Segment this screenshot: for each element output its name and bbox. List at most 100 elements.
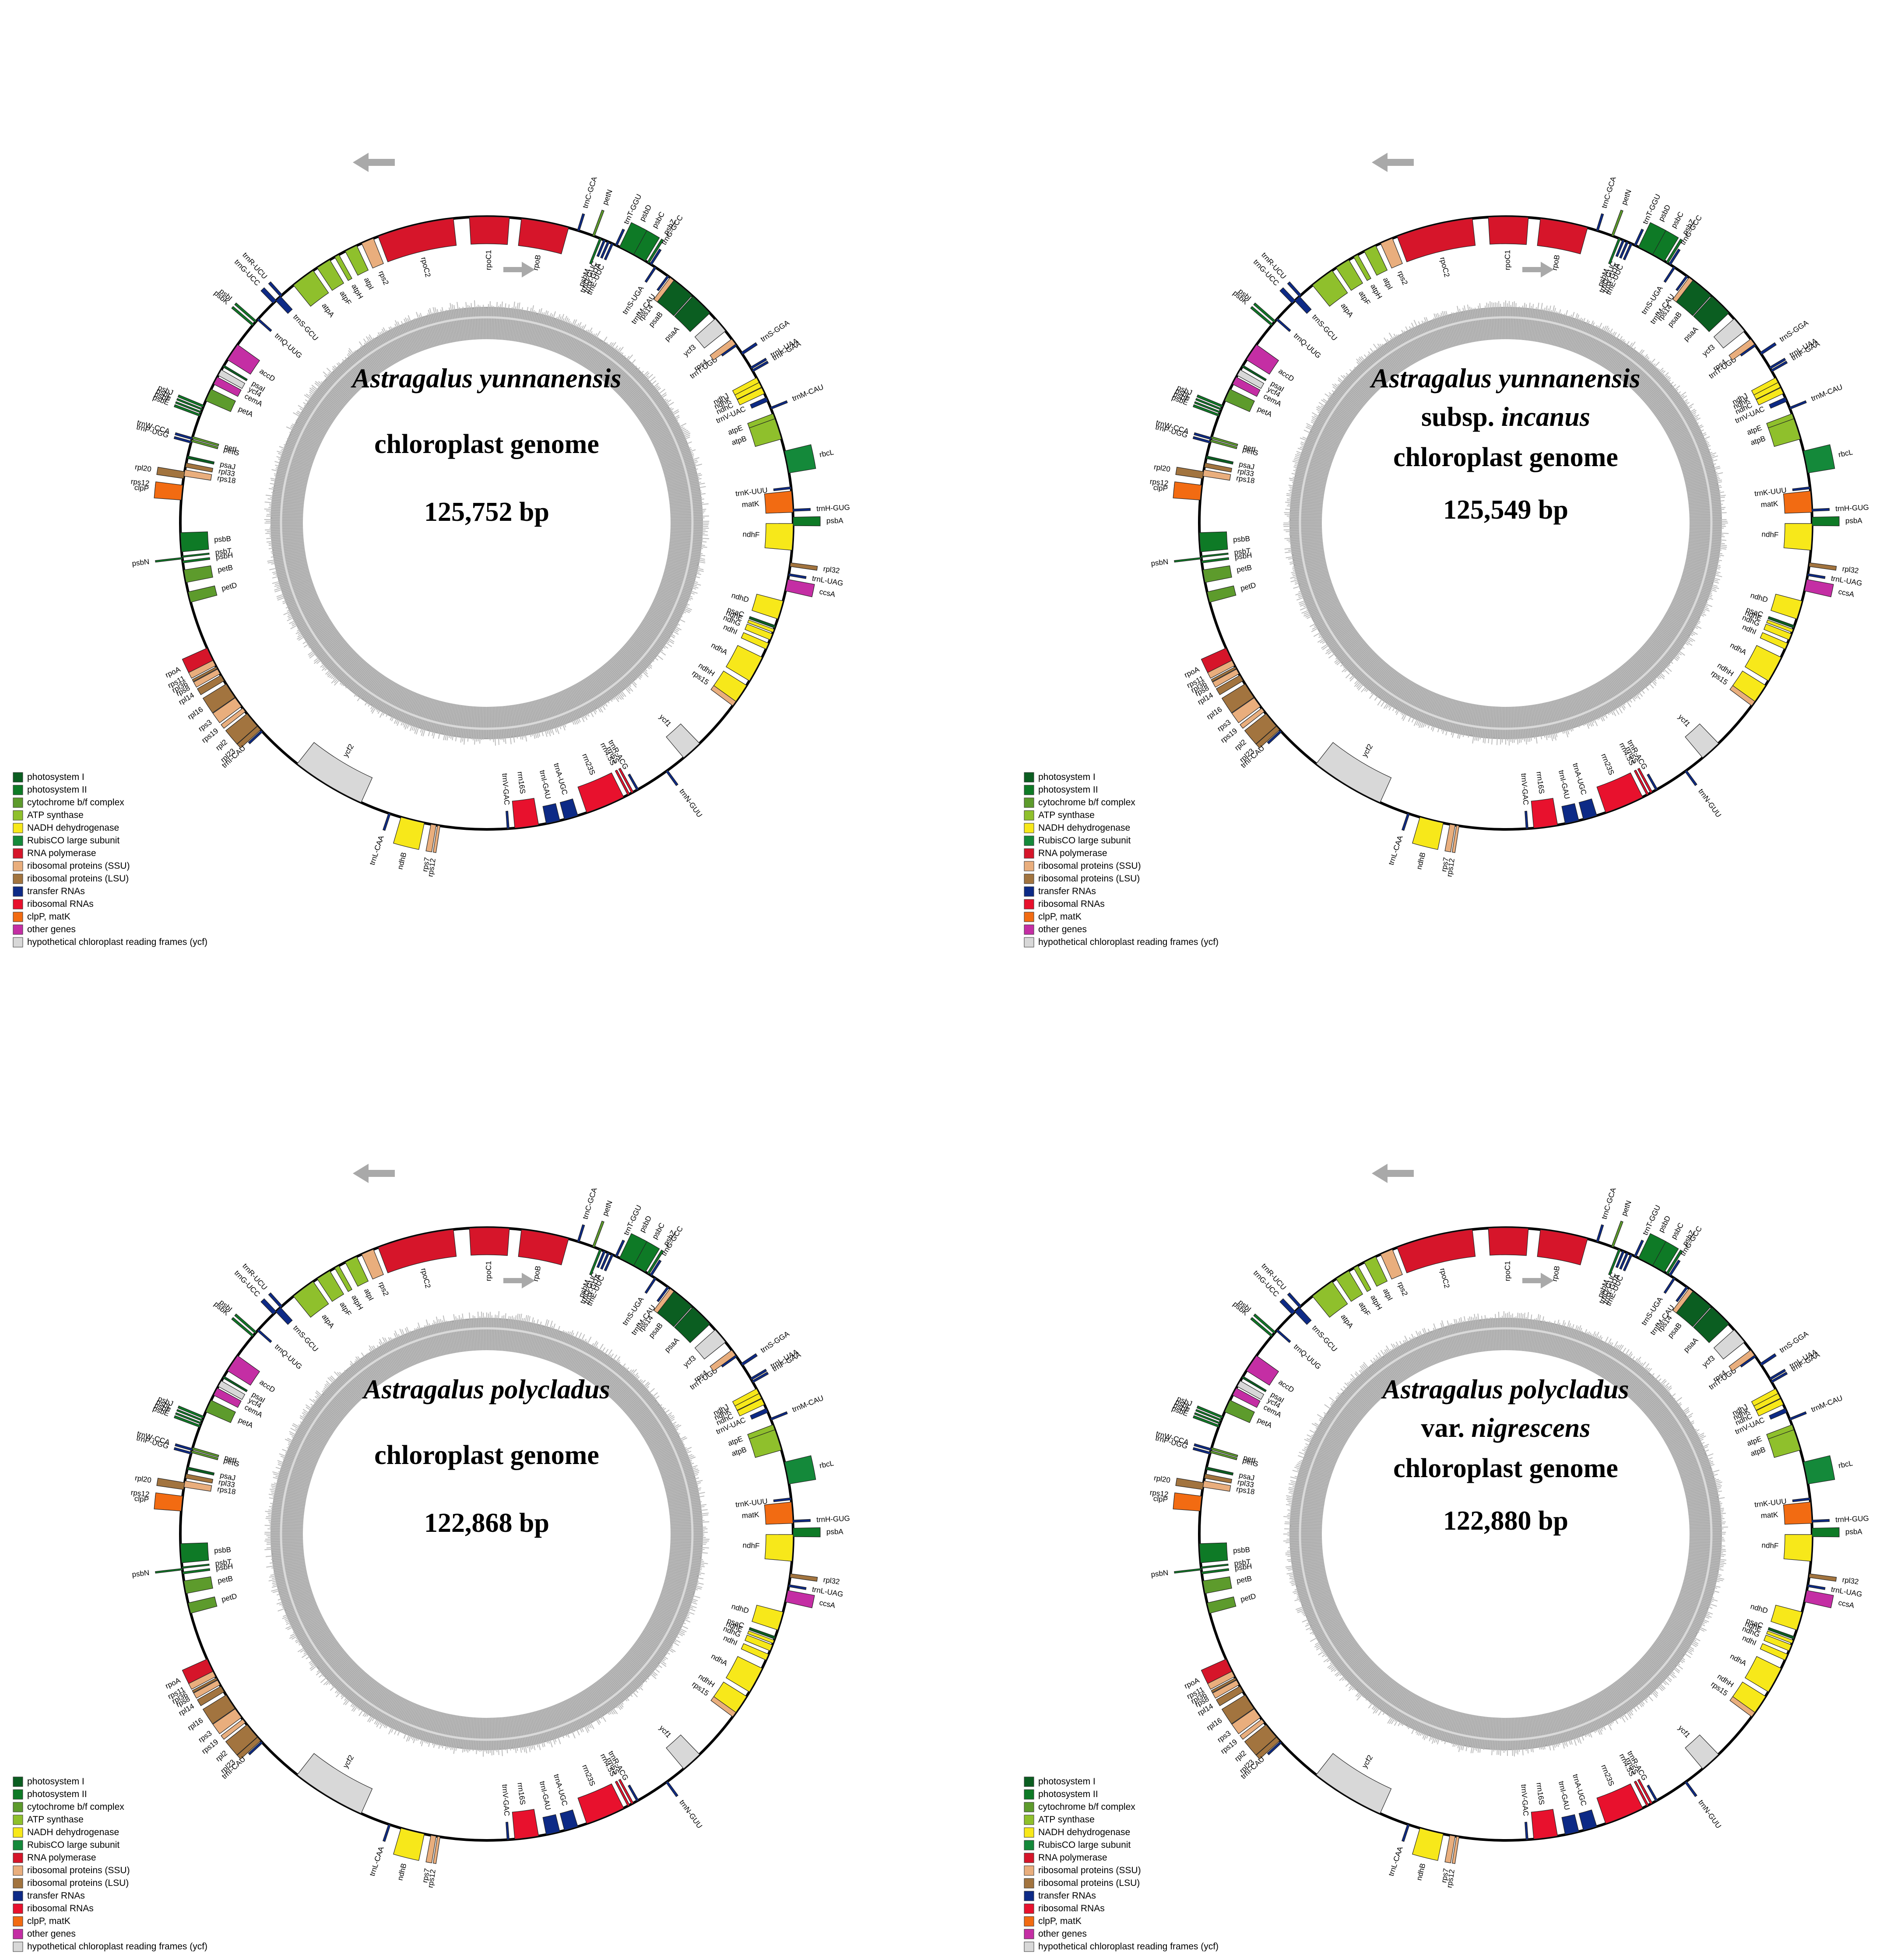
legend-label-lsu: ribosomal proteins (LSU) <box>27 874 129 884</box>
rank-prefix: subsp. <box>1421 402 1494 432</box>
gene-label-rpoc1: rpoC1 <box>485 250 493 270</box>
gene-label-atpi: atpI <box>362 1287 376 1302</box>
gene-trnv-uac <box>750 397 769 409</box>
gene-rpoc1 <box>1488 216 1529 245</box>
gene-label-ycf1: ycf1 <box>1676 1724 1692 1740</box>
gene-label-psbn: psbN <box>132 1569 150 1579</box>
legend-label-ps1: photosystem I <box>1038 1776 1096 1787</box>
gene-psaa <box>674 295 710 332</box>
gene-rpl33 <box>185 1474 214 1484</box>
gene-rps3 <box>212 697 242 723</box>
gene-petl <box>1211 436 1238 446</box>
gene-ndha <box>726 1656 762 1692</box>
gene-rpoc2 <box>1397 218 1476 263</box>
gene-psbm <box>589 238 602 265</box>
gene-label-rpl2: rpl2 <box>1233 1749 1248 1763</box>
gene-rps4 <box>710 1349 736 1372</box>
gene-label-ycf1: ycf1 <box>1676 713 1692 729</box>
gene-ndhj <box>1751 377 1778 396</box>
gene-rps11 <box>188 660 216 679</box>
genome-subtitle: chloroplast genome <box>1393 442 1618 472</box>
gene-petl <box>192 1447 219 1457</box>
gene-psbj <box>1196 1405 1223 1419</box>
gene-trny-gua <box>1619 241 1629 259</box>
legend-label-clp: clpP, matK <box>1038 1916 1082 1926</box>
gene-psba <box>793 516 821 527</box>
gene-psbk <box>1250 1317 1273 1337</box>
legend-label-trna: transfer RNAs <box>27 1891 85 1901</box>
gene-label-petd: petD <box>1240 1592 1257 1604</box>
gene-rps4 <box>710 338 736 361</box>
gene-rpl23 <box>236 726 261 749</box>
gene-label-psbd: psbD <box>1657 1215 1672 1234</box>
gene-label-rps2: rps2 <box>377 1281 390 1297</box>
gene-psac <box>748 616 776 628</box>
gene-trnp-ugg <box>173 436 192 444</box>
gene-label-atpb: atpB <box>731 434 748 447</box>
gene-label-atph: atpH <box>1369 1294 1384 1312</box>
gene-label-ndhb: ndhB <box>1415 1862 1427 1881</box>
gene-label-trnh-gug: trnH-GUG <box>816 503 850 513</box>
gene-petb <box>183 1576 213 1594</box>
gene-rpoc1 <box>1488 1227 1529 1256</box>
gene-label-trnl-caa: trnL-CAA <box>368 834 386 866</box>
gene-label-atpe: atpE <box>1746 424 1763 437</box>
gene-trnl-caa <box>382 813 391 831</box>
gene-label-rbcl: rbcL <box>819 448 834 459</box>
gene-label-atpi: atpI <box>362 276 376 291</box>
gene-rpl33 <box>185 463 214 473</box>
gene-ccsa <box>1804 1590 1834 1608</box>
gene-label-trni-gau: trnI-GAU <box>538 1780 552 1811</box>
gene-label-trns-gcu: trnS-GCU <box>292 1324 320 1354</box>
gene-rpl2 <box>225 1724 258 1755</box>
legend-label-ndh: NADH dehydrogenase <box>27 1827 119 1837</box>
gene-trnt-ggu <box>1634 228 1644 246</box>
gene-atph <box>1353 254 1371 281</box>
legend-swatch-lsu <box>1024 1878 1034 1889</box>
gene-label-trnl-caa: trnL-CAA <box>368 1845 386 1877</box>
legend-label-rrna: ribosomal RNAs <box>1038 899 1105 909</box>
legend-label-ndh: NADH dehydrogenase <box>27 823 119 833</box>
gene-petb <box>1202 1576 1232 1594</box>
gene-trni-cau <box>248 1741 263 1755</box>
infraspecific-rank: var. nigrescens <box>1421 1413 1591 1443</box>
gene-trnfm-cau <box>1676 1286 1689 1302</box>
gene-ndha <box>1745 645 1781 681</box>
rank-epithet: nigrescens <box>1471 1413 1590 1443</box>
gene-psbe <box>1193 404 1220 417</box>
legend-swatch-ycf <box>13 937 23 948</box>
gene-rps8 <box>193 1680 221 1699</box>
gene-label-rps2: rps2 <box>1396 270 1409 286</box>
gene-label-accd: accD <box>258 367 277 383</box>
legend-label-ycf: hypothetical chloroplast reading frames … <box>1038 1941 1219 1952</box>
gene-ndhd <box>1771 1604 1802 1630</box>
gene-trns-gcu <box>1294 1307 1312 1325</box>
gene-rps4 <box>1728 1349 1755 1372</box>
gene-ndhj <box>732 1388 759 1407</box>
gene-label-psaa: psaA <box>663 1336 681 1354</box>
gene-rpoc2 <box>378 218 457 263</box>
legend-swatch-rpo <box>1024 848 1034 859</box>
gene-label-trnn-guu: trnN-GUU <box>1697 1798 1723 1830</box>
gene-label-rps12: rps12 <box>130 1488 150 1499</box>
gene-label-psbc: psbC <box>1669 211 1685 230</box>
gene-rps14 <box>1672 1288 1693 1313</box>
gene-rpl36 <box>1211 666 1237 682</box>
gene-rrn5s <box>618 1779 634 1805</box>
gene-label-psba: psbA <box>826 1527 844 1536</box>
gene-label-peta: petA <box>237 1416 255 1430</box>
gene-trnl-uaa <box>750 1369 767 1380</box>
gene-atpi <box>344 1256 369 1287</box>
gene-psbn <box>1174 1568 1202 1574</box>
gene-psaj <box>1205 455 1234 465</box>
gene-label-rrn16s: rrn16S <box>516 1782 527 1805</box>
gene-psbm <box>1608 1249 1621 1276</box>
gene-rpl33 <box>1204 463 1233 473</box>
gene-trni-cau <box>248 730 263 744</box>
gene-psbb <box>1199 1542 1228 1563</box>
gene-label-trnq-uug: trnQ-UUG <box>273 331 304 360</box>
legend-label-ssu: ribosomal proteins (SSU) <box>1038 1865 1141 1875</box>
gene-psbf <box>175 1412 202 1425</box>
gene-label-psbd: psbD <box>1657 204 1672 223</box>
